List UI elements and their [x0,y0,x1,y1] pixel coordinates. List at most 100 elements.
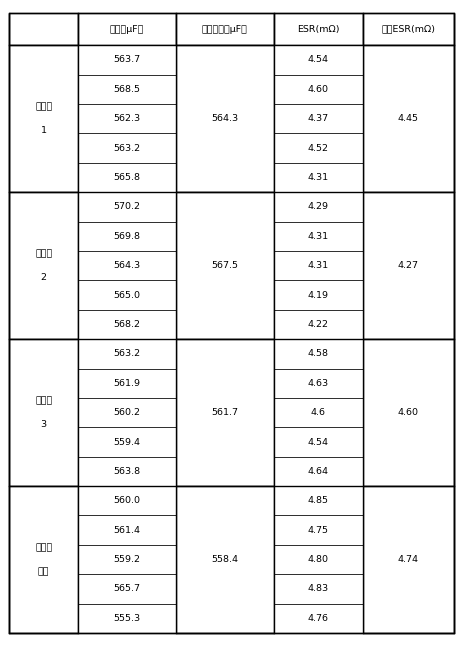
Bar [363,486,454,633]
Text: 4.54: 4.54 [308,437,329,446]
Bar [274,13,363,45]
Text: 563.7: 563.7 [113,56,141,65]
Bar [78,104,176,133]
Text: 563.2: 563.2 [113,349,141,359]
Text: 559.2: 559.2 [113,555,141,564]
Bar [274,574,363,603]
Text: 4.37: 4.37 [307,114,329,123]
Bar [78,457,176,486]
Bar [363,45,454,192]
Bar [78,545,176,574]
Bar [78,222,176,251]
Bar [78,427,176,457]
Bar [274,222,363,251]
Text: 4.45: 4.45 [398,114,419,123]
Bar [274,516,363,545]
Text: 4.29: 4.29 [308,202,329,211]
Text: 容量（μF）: 容量（μF） [110,25,144,34]
Text: 563.8: 563.8 [113,467,141,476]
Bar [78,574,176,603]
Bar [78,280,176,309]
Bar [9,13,78,45]
Text: 4.60: 4.60 [398,408,419,417]
Text: 2: 2 [41,273,47,282]
Text: 4.63: 4.63 [307,379,329,388]
Bar [78,398,176,427]
Text: 563.2: 563.2 [113,143,141,152]
Text: 561.7: 561.7 [211,408,238,417]
Bar [274,163,363,192]
Text: 4.58: 4.58 [308,349,329,359]
Text: 561.4: 561.4 [113,526,141,535]
Text: 1: 1 [41,126,47,135]
Bar [78,74,176,104]
Text: 564.3: 564.3 [113,261,141,270]
Text: 4.85: 4.85 [308,496,329,505]
Text: 559.4: 559.4 [113,437,141,446]
Text: 570.2: 570.2 [113,202,141,211]
Text: 4.54: 4.54 [308,56,329,65]
Text: 施例: 施例 [38,567,50,576]
Bar [9,45,78,192]
Text: 4.64: 4.64 [308,467,329,476]
Bar [176,192,274,339]
Bar [78,516,176,545]
Text: 平均容量（μF）: 平均容量（μF） [202,25,248,34]
Bar [78,486,176,516]
Bar [78,339,176,368]
Text: 4.76: 4.76 [308,614,329,623]
Text: 568.2: 568.2 [113,320,141,329]
Text: 569.8: 569.8 [113,232,141,241]
Text: 555.3: 555.3 [113,614,141,623]
Bar [274,45,363,74]
Bar [78,368,176,398]
Text: 4.60: 4.60 [308,85,329,94]
Bar [274,427,363,457]
Bar [274,192,363,222]
Text: ESR(mΩ): ESR(mΩ) [297,25,339,34]
Text: 558.4: 558.4 [211,555,238,564]
Bar [176,45,274,192]
Text: 4.83: 4.83 [307,585,329,594]
Text: 564.3: 564.3 [211,114,238,123]
Bar [274,603,363,633]
Bar [274,251,363,280]
Text: 4.75: 4.75 [308,526,329,535]
Bar [78,163,176,192]
Bar [363,192,454,339]
Bar [78,13,176,45]
Bar [78,309,176,339]
Bar [274,280,363,309]
Bar [78,45,176,74]
Bar [274,486,363,516]
Text: 实施例: 实施例 [35,397,52,405]
Bar [9,339,78,486]
Bar [176,13,274,45]
Bar [274,104,363,133]
Text: 4.27: 4.27 [398,261,419,270]
Bar [274,74,363,104]
Bar [176,339,274,486]
Bar [274,133,363,163]
Bar [274,398,363,427]
Text: 4.52: 4.52 [308,143,329,152]
Text: 3: 3 [41,420,47,429]
Text: 4.31: 4.31 [307,173,329,182]
Text: 562.3: 562.3 [113,114,141,123]
Text: 560.2: 560.2 [113,408,141,417]
Text: 4.31: 4.31 [307,261,329,270]
Text: 565.8: 565.8 [113,173,141,182]
Bar [78,133,176,163]
Text: 565.7: 565.7 [113,585,141,594]
Bar [274,309,363,339]
Text: 4.31: 4.31 [307,232,329,241]
Text: 4.74: 4.74 [398,555,419,564]
Text: 平均ESR(mΩ): 平均ESR(mΩ) [381,25,435,34]
Bar [9,192,78,339]
Text: 567.5: 567.5 [211,261,238,270]
Bar [363,339,454,486]
Bar [274,339,363,368]
Text: 568.5: 568.5 [113,85,141,94]
Text: 4.80: 4.80 [308,555,329,564]
Bar [274,545,363,574]
